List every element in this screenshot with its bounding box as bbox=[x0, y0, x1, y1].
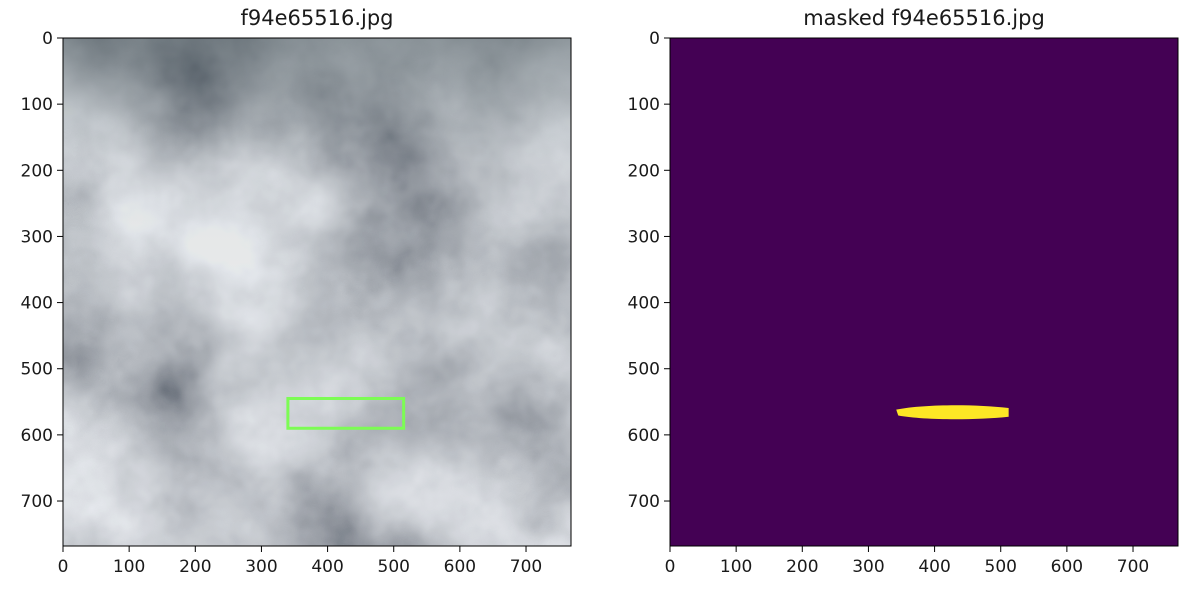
y-tick-label: 300 bbox=[21, 227, 53, 247]
y-tick-label: 600 bbox=[628, 426, 660, 446]
y-tick-label: 700 bbox=[21, 492, 53, 512]
x-tick-label: 600 bbox=[1051, 557, 1083, 577]
x-tick-label: 500 bbox=[378, 557, 410, 577]
x-tick-label: 200 bbox=[786, 557, 818, 577]
y-tick-label: 300 bbox=[628, 227, 660, 247]
x-tick-label: 600 bbox=[444, 557, 476, 577]
x-tick-label: 500 bbox=[985, 557, 1017, 577]
axes-frame bbox=[669, 37, 1179, 547]
y-tick-label: 0 bbox=[42, 29, 53, 49]
y-tick-label: 400 bbox=[628, 294, 660, 314]
x-tick-label: 700 bbox=[510, 557, 542, 577]
mask-region bbox=[896, 405, 1009, 420]
annotation-box bbox=[286, 396, 406, 430]
y-axis: 0 100 200 300 400 500 600 700 bbox=[21, 29, 63, 512]
x-tick-label: 400 bbox=[918, 557, 950, 577]
panel-cloud-image: f94e65516.jpg 0 100 200 300 400 500 600 700 0 10… bbox=[21, 6, 572, 577]
y-tick-label: 600 bbox=[21, 426, 53, 446]
x-tick-label: 200 bbox=[179, 557, 211, 577]
y-tick-label: 100 bbox=[628, 95, 660, 115]
mask-background bbox=[670, 38, 1178, 546]
y-tick-label: 700 bbox=[628, 492, 660, 512]
x-tick-label: 0 bbox=[665, 557, 676, 577]
x-tick-label: 700 bbox=[1117, 557, 1149, 577]
y-tick-label: 200 bbox=[21, 161, 53, 181]
chart-title: f94e65516.jpg bbox=[240, 6, 393, 30]
y-tick-label: 200 bbox=[628, 161, 660, 181]
chart-title: masked f94e65516.jpg bbox=[803, 6, 1045, 30]
x-tick-label: 300 bbox=[245, 557, 277, 577]
x-axis: 0 100 200 300 400 500 600 700 bbox=[58, 546, 542, 577]
axes-frame bbox=[62, 37, 572, 547]
y-tick-label: 100 bbox=[21, 95, 53, 115]
y-tick-label: 500 bbox=[21, 360, 53, 380]
y-tick-label: 0 bbox=[649, 29, 660, 49]
y-tick-label: 400 bbox=[21, 294, 53, 314]
panel-mask-heatmap: masked f94e65516.jpg 0 100 200 300 400 500 600… bbox=[628, 6, 1179, 577]
y-axis: 0 100 200 300 400 500 600 700 bbox=[628, 29, 670, 512]
image-shading bbox=[63, 38, 571, 546]
x-tick-label: 100 bbox=[720, 557, 752, 577]
x-tick-label: 100 bbox=[113, 557, 145, 577]
x-tick-label: 0 bbox=[58, 557, 69, 577]
y-tick-label: 500 bbox=[628, 360, 660, 380]
x-tick-label: 400 bbox=[311, 557, 343, 577]
x-tick-label: 300 bbox=[852, 557, 884, 577]
x-axis: 0 100 200 300 400 500 600 700 bbox=[665, 546, 1149, 577]
